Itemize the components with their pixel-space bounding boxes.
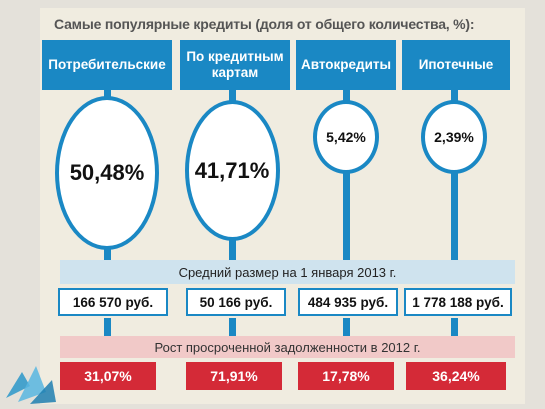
overdue-value-auto: 17,78% <box>298 362 394 390</box>
overdue-band: Рост просроченной задолженности в 2012 г… <box>60 336 515 358</box>
column-header-cards: По кредитным картам <box>180 40 290 90</box>
stem-mortgage <box>451 88 458 262</box>
column-header-auto: Автокредиты <box>296 40 396 90</box>
stem-lower-auto <box>343 318 350 338</box>
column-header-mortgage: Ипотечные <box>402 40 510 90</box>
overdue-value-consumer: 31,07% <box>60 362 156 390</box>
avg-size-value-mortgage: 1 778 188 руб. <box>404 288 512 316</box>
stem-lower-mortgage <box>451 318 458 338</box>
share-bubble-auto: 5,42% <box>313 100 379 174</box>
avg-size-value-cards: 50 166 руб. <box>186 288 286 316</box>
column-header-consumer: Потребительские <box>42 40 172 90</box>
avg-size-value-consumer: 166 570 руб. <box>58 288 168 316</box>
share-bubble-mortgage: 2,39% <box>421 100 487 174</box>
stem-auto <box>343 88 350 262</box>
overdue-value-cards: 71,91% <box>186 362 282 390</box>
stem-lower-cards <box>229 318 236 338</box>
stem-lower-consumer <box>104 318 111 338</box>
chart-title: Самые популярные кредиты (доля от общего… <box>54 16 475 32</box>
avg-size-value-auto: 484 935 руб. <box>298 288 398 316</box>
overdue-value-mortgage: 36,24% <box>406 362 506 390</box>
avg-size-band: Средний размер на 1 января 2013 г. <box>60 260 515 284</box>
channel-logo-icon <box>6 366 56 404</box>
share-bubble-cards: 41,71% <box>184 100 280 241</box>
share-bubble-consumer: 50,48% <box>55 96 159 250</box>
